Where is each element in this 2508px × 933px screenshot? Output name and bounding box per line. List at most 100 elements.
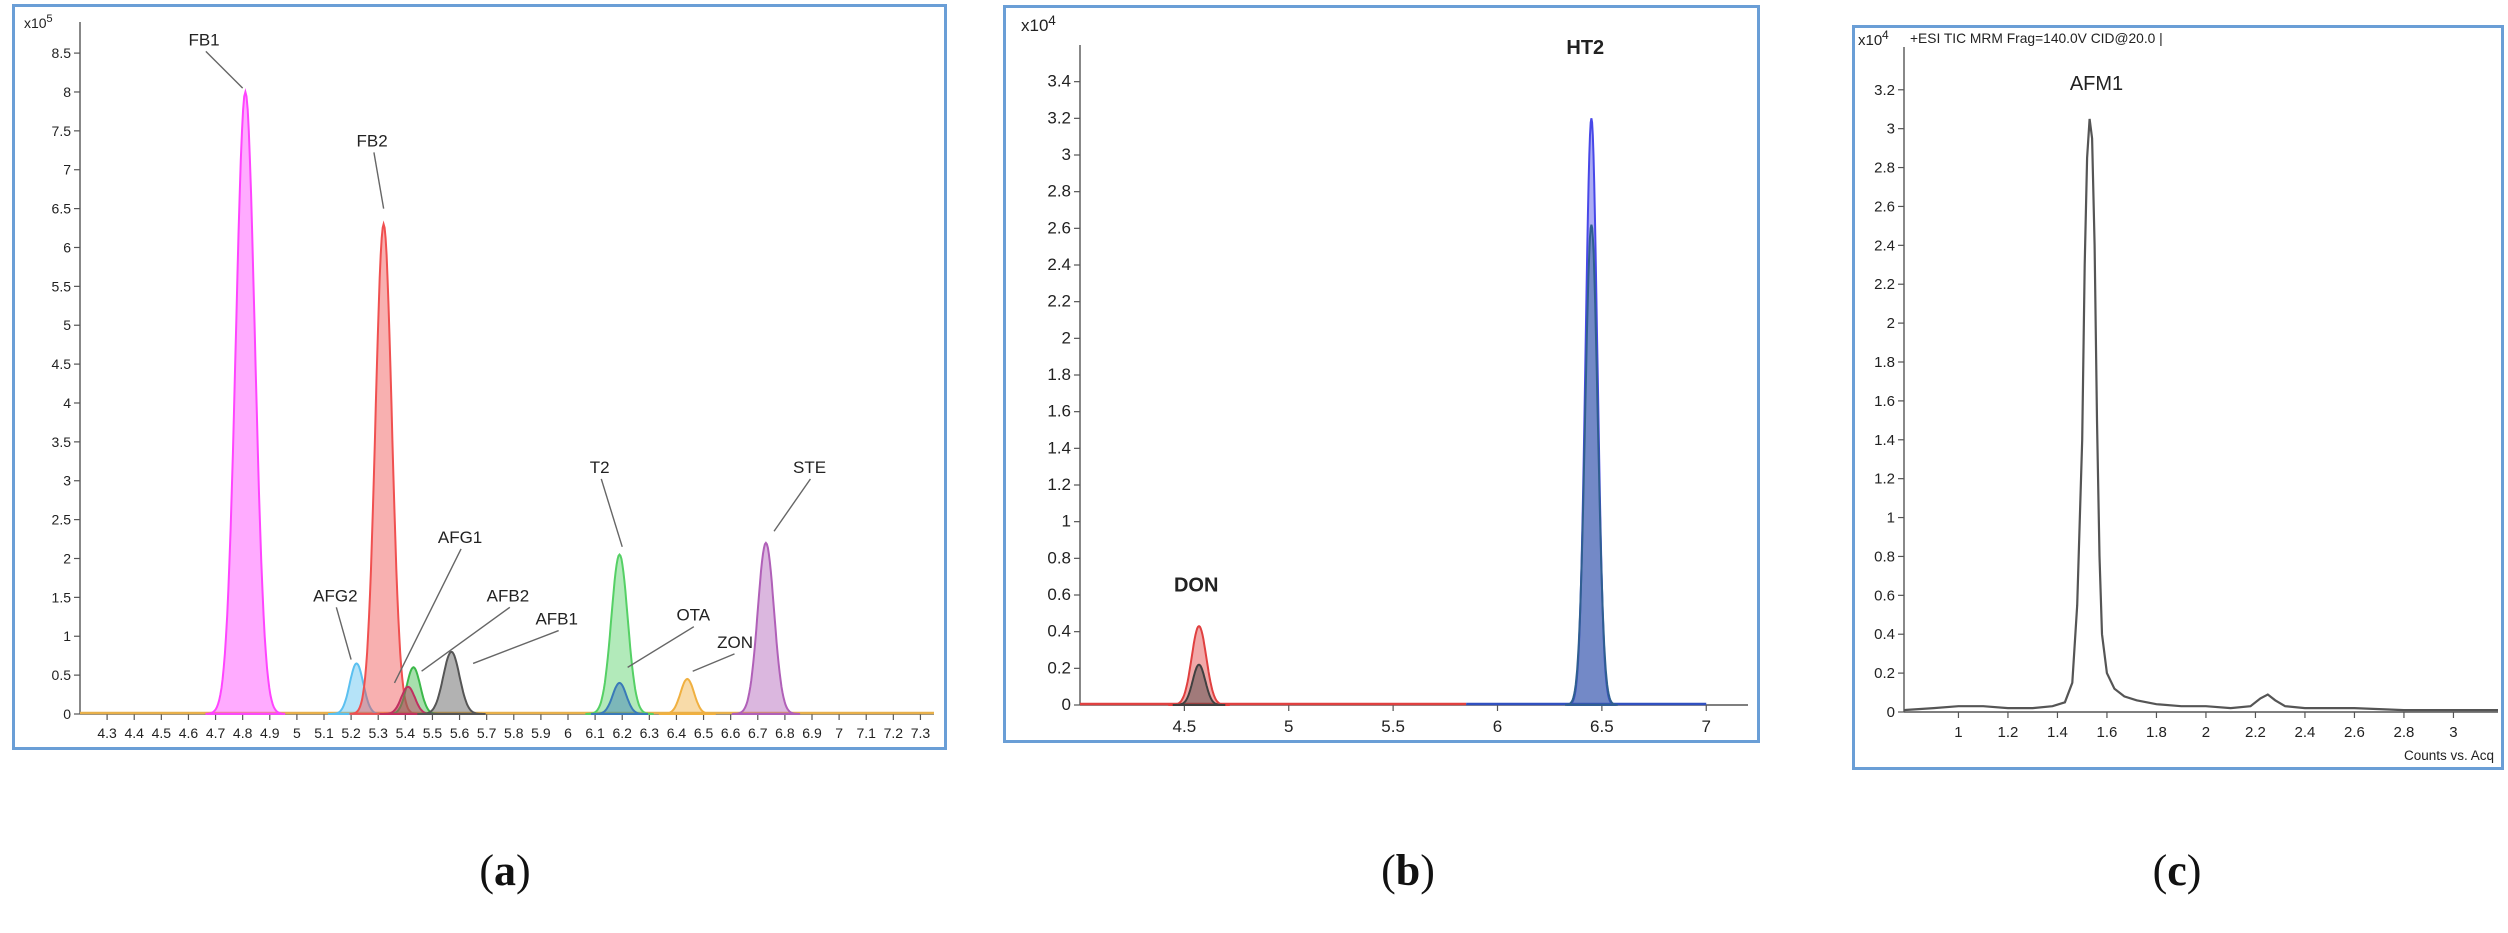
p0-series-afb1 [417,650,486,715]
p1-y-tick-label: 2.2 [1047,292,1071,311]
p0-x-tick-label: 5.7 [477,725,497,741]
p0-leader-line [373,152,385,209]
p0-x-tick-label: 6.4 [667,725,687,741]
p0-x-tick-label: 6.3 [640,725,660,741]
p0-peak-label-fb2: FB2 [357,131,388,150]
p2-x-tick-label: 1.2 [1998,724,2019,741]
p0-x-tick-label: 5.4 [396,725,416,741]
p2-y-tick-label: 1.2 [1874,471,1895,488]
panel-a: 0 0.5 1 1.5 2 2.5 3 3.5 4 4.5 5 5.5 6 6.5 7 7.5 8 8.5 4.3 4… [12,4,947,750]
p1-y-tick-label: 3.2 [1047,108,1071,127]
p0-x-tick-label: 4.7 [206,725,226,741]
p0-x-tick-label: 6.2 [612,725,632,741]
p0-peak-label-ota: OTA [676,606,710,625]
p0-x-tick-label: 4.5 [152,725,172,741]
caption-a: (a) [479,846,531,895]
p1-peak-label-ht2: HT2 [1566,37,1604,59]
p2-peak-label-afm1: AFM1 [2070,73,2123,95]
p2-x-tick-label: 3 [2449,724,2457,741]
chromatogram-b: 0 0.2 0.4 0.6 0.8 1 1.2 1.4 1.6 1.8 2 2.2 2.4 2.6 2.8 3… [1003,5,1760,743]
p1-y-tick-label: 2.6 [1047,218,1071,237]
p0-y-tick-label: 4.5 [52,356,72,372]
p0-series-zon [658,677,716,715]
p2-y-tick-label: 2.4 [1874,237,1895,254]
p0-y-tick-label: 2.5 [52,512,72,528]
p0-leader-line [421,606,511,672]
chromatogram-a: 0 0.5 1 1.5 2 2.5 3 3.5 4 4.5 5 5.5 6 6.5 7 7.5 8 8.5 4.3 4… [12,4,947,750]
p0-x-tick-label: 5 [293,725,301,741]
p0-peak-label-fb1: FB1 [188,30,219,49]
p2-frame [1852,25,2504,770]
p0-x-tick-label: 6 [564,725,572,741]
p1-scale-label: x10 [1021,16,1048,35]
p2-header-text: +ESI TIC MRM Frag=140.0V CID@20.0 | [1910,31,2163,46]
p2-x-tick-label: 2.8 [2394,724,2415,741]
p0-y-tick-label: 8.5 [52,45,72,61]
p0-series-fb2 [349,220,418,715]
p1-y-tick-label: 0 [1062,695,1071,714]
p0-x-tick-label: 7.2 [884,725,904,741]
p0-y-tick-label: 7 [63,162,71,178]
p1-scale-exponent: 4 [1048,13,1056,28]
p0-x-tick-label: 6.9 [802,725,822,741]
p0-x-tick-label: 5.2 [341,725,361,741]
chromatogram-c: 0 0.2 0.4 0.6 0.8 1 1.2 1.4 1.6 1.8 2 2.2 2.4 2.6 2.8 3… [1852,25,2504,770]
p2-y-tick-label: 0.2 [1874,665,1895,682]
p0-x-tick-label: 4.3 [97,725,117,741]
p2-x-tick-label: 1 [1954,724,1962,741]
p0-series-t2 [585,553,654,715]
p0-leader-line [335,607,352,660]
p2-y-tick-label: 2.2 [1874,276,1895,293]
p1-y-tick-label: 2 [1062,328,1071,347]
p0-x-tick-label: 4.4 [124,725,144,741]
p1-y-tick-label: 1.6 [1047,402,1071,421]
p2-y-tick-label: 2.8 [1874,160,1895,177]
p2-x-tick-label: 2.2 [2245,724,2266,741]
p0-y-tick-label: 1.5 [52,589,72,605]
p2-y-tick-label: 1.6 [1874,393,1895,410]
p1-y-tick-label: 0.4 [1047,622,1071,641]
p0-x-tick-label: 4.9 [260,725,280,741]
p2-y-tick-label: 0.8 [1874,548,1895,565]
panel-c: 0 0.2 0.4 0.6 0.8 1 1.2 1.4 1.6 1.8 2 2.2 2.4 2.6 2.8 3… [1852,25,2504,770]
p1-series-trace [1172,663,1226,706]
p0-x-tick-label: 5.8 [504,725,524,741]
p1-y-tick-label: 1.4 [1047,438,1071,457]
p0-peak-label-ste: STE [793,458,826,477]
p0-leader-line [472,629,559,665]
p2-x-tick-label: 2 [2202,724,2210,741]
p2-series-afm1 [1903,118,2498,712]
p0-leader-line [205,50,244,89]
p0-series-ste [731,541,801,715]
p1-y-tick-label: 2.4 [1047,255,1071,274]
p0-x-tick-label: 4.8 [233,725,253,741]
p0-x-tick-label: 6.7 [748,725,768,741]
p0-scale-exponent: 5 [46,13,52,25]
p0-peak-label-afb2: AFB2 [487,586,530,605]
p1-series-trace [1565,224,1618,706]
p1-x-tick-label: 5 [1284,717,1293,736]
p0-peak-label-zon: ZON [717,633,753,652]
caption-c: (c) [2152,846,2202,895]
p0-x-tick-label: 5.9 [531,725,551,741]
p0-y-tick-label: 0 [63,706,71,722]
p1-x-tick-label: 7 [1702,717,1711,736]
p1-y-tick-label: 0.6 [1047,585,1071,604]
p0-x-tick-label: 7.3 [911,725,931,741]
p1-y-tick-label: 3.4 [1047,72,1071,91]
p0-peak-label-afg1: AFG1 [438,528,482,547]
p0-y-tick-label: 5.5 [52,278,72,294]
p0-peak-label-t2: T2 [590,458,610,477]
p2-y-tick-label: 1.8 [1874,354,1895,371]
p0-leader-line [600,478,623,548]
p0-leader-line [773,478,811,532]
p0-x-tick-label: 5.1 [314,725,334,741]
p0-x-tick-label: 5.3 [368,725,388,741]
p0-x-tick-label: 6.5 [694,725,714,741]
p0-y-tick-label: 0.5 [52,667,72,683]
p0-leader-line [627,626,695,668]
p0-x-tick-label: 7 [835,725,843,741]
p2-y-tick-label: 1.4 [1874,432,1895,449]
p0-x-tick-label: 6.1 [585,725,605,741]
p0-y-tick-label: 7.5 [52,123,72,139]
